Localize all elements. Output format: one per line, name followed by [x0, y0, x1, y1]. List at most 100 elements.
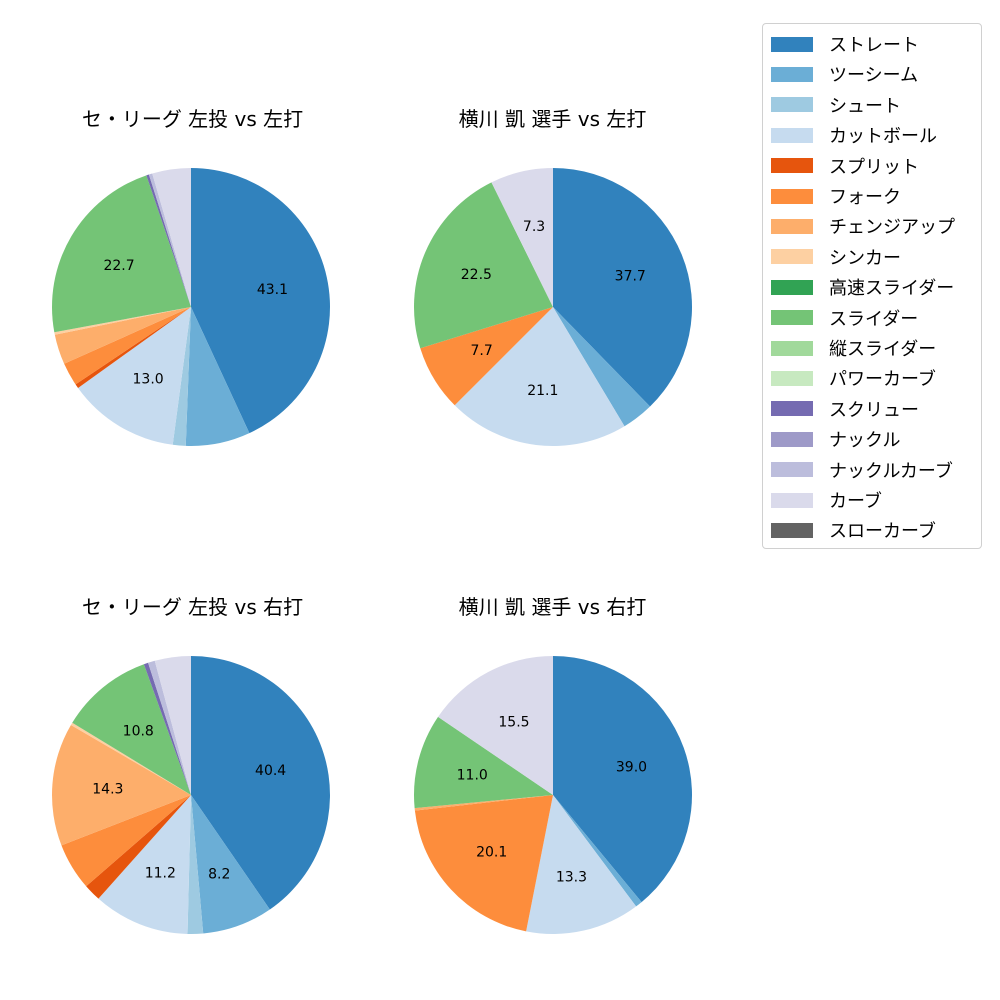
pie-slice — [146, 174, 191, 307]
legend-item: チェンジアップ — [771, 214, 955, 238]
slice-label: 21.1 — [527, 383, 558, 399]
pie-slice — [191, 168, 330, 434]
legend-label: 縦スライダー — [829, 339, 937, 360]
legend-label: 高速スライダー — [829, 278, 955, 300]
legend-label: ツーシーム — [829, 65, 919, 87]
slice-label: 39.0 — [616, 760, 647, 776]
legend-item: フォーク — [771, 184, 901, 208]
legend-swatch — [771, 218, 813, 234]
legend-item: スローカーブ — [771, 518, 936, 542]
legend-swatch — [771, 492, 813, 508]
pie-slice — [185, 307, 250, 446]
legend-item: ストレート — [771, 32, 919, 56]
pie-0: 43.1 13.0 22.7 — [52, 168, 330, 446]
pie-2: 40.4 8.2 11.2 14.3 10.8 — [52, 656, 330, 934]
legend-label: ナックル — [829, 430, 901, 452]
legend-swatch — [771, 158, 813, 174]
pie-slice — [553, 307, 651, 427]
legend-label: ストレート — [829, 35, 919, 56]
pie-slice — [526, 795, 637, 934]
legend-label: ナックルカーブ — [829, 460, 953, 482]
pie-slice — [191, 795, 270, 934]
pie-slice — [75, 307, 191, 388]
pie-slice — [491, 168, 553, 307]
pie-slice — [52, 175, 192, 333]
pie-slice — [414, 795, 553, 811]
slice-label: 13.3 — [556, 869, 587, 885]
legend-label: チェンジアップ — [829, 217, 955, 239]
legend-item: パワーカーブ — [771, 366, 936, 390]
legend-item: 高速スライダー — [771, 275, 954, 299]
pie-1: 37.7 21.1 7.7 22.5 7.3 — [414, 168, 693, 446]
pie-slice — [52, 724, 191, 846]
pie-slice — [98, 795, 191, 934]
legend-label: スプリット — [829, 156, 919, 178]
pie-slice — [187, 795, 204, 934]
legend-swatch — [771, 522, 813, 538]
slice-label: 20.1 — [476, 845, 507, 861]
legend-label: スクリュー — [829, 399, 919, 421]
pie-slice — [414, 716, 553, 809]
chart-title: 横川 凱 選手 vs 左打 — [458, 107, 647, 131]
pie-slice — [152, 168, 191, 307]
legend-item: スライダー — [771, 306, 918, 330]
pie-slice — [70, 722, 191, 795]
pie-slice — [454, 307, 625, 446]
slice-label: 13.0 — [133, 372, 164, 388]
legend-label: フォーク — [829, 187, 901, 208]
pie-slice — [78, 307, 191, 445]
pie-slice — [54, 307, 191, 335]
pie-slice — [143, 662, 191, 795]
legend-swatch — [771, 279, 813, 295]
legend-swatch — [771, 127, 813, 143]
legend-item: ナックルカーブ — [771, 458, 953, 482]
legend-swatch — [771, 249, 813, 265]
slice-label: 40.4 — [255, 763, 286, 779]
legend-swatch — [771, 188, 813, 204]
pie-slice — [414, 795, 553, 932]
pie-3: 39.0 13.3 20.1 11.0 15.5 — [414, 656, 692, 934]
slice-label: 22.5 — [461, 267, 492, 283]
pie-slice — [86, 795, 191, 899]
pie-slice — [61, 795, 192, 887]
legend-swatch — [771, 431, 813, 447]
pie-slice — [148, 660, 191, 795]
chart-title: 横川 凱 選手 vs 右打 — [458, 595, 647, 619]
pie-slice — [553, 168, 693, 407]
legend-swatch — [771, 340, 813, 356]
legend-label: シンカー — [829, 247, 901, 269]
pie-slice — [148, 173, 191, 307]
legend-item: ナックル — [771, 427, 900, 451]
pie-slice — [420, 307, 553, 406]
slice-label: 11.0 — [457, 767, 488, 783]
legend-item: スプリット — [771, 154, 919, 178]
legend-label: スライダー — [829, 308, 919, 330]
legend-item: カーブ — [771, 488, 882, 512]
chart-title: セ・リーグ 左投 vs 右打 — [81, 595, 304, 619]
slice-label: 7.3 — [523, 219, 545, 235]
pie-slice — [72, 664, 191, 795]
pie-slice — [172, 307, 191, 446]
slice-label: 7.7 — [470, 343, 492, 359]
legend-swatch — [771, 66, 813, 82]
legend-swatch — [771, 401, 813, 417]
legend: ストレートツーシームシュートカットボールスプリットフォークチェンジアップ シンカー… — [762, 23, 982, 549]
legend-item: カットボール — [771, 123, 937, 147]
slice-label: 14.3 — [92, 781, 123, 797]
pie-slice — [154, 656, 191, 795]
legend-item: シンカー — [771, 245, 901, 269]
slice-label: 10.8 — [123, 723, 154, 739]
pie-slice — [64, 307, 191, 385]
slice-label: 37.7 — [615, 269, 646, 285]
pie-slice — [54, 307, 192, 364]
legend-label: シュート — [829, 95, 901, 117]
legend-item: シュート — [771, 93, 901, 117]
legend-item: 縦スライダー — [771, 336, 936, 360]
slice-label: 8.2 — [208, 866, 230, 882]
pie-slice — [414, 182, 553, 349]
slice-label: 22.7 — [103, 258, 134, 274]
slice-label: 11.2 — [145, 866, 176, 882]
pie-slice — [553, 795, 642, 907]
legend-swatch — [771, 310, 813, 326]
